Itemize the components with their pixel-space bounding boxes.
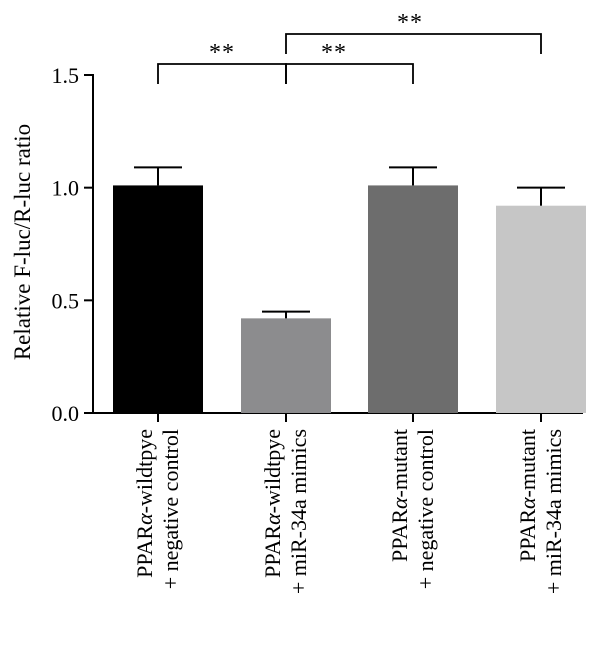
category-label-suffix: -mutant — [387, 429, 412, 497]
category-label-prefix: PPAR — [260, 525, 285, 578]
category-label-greek: α — [515, 497, 540, 509]
x-category-label: PPARα-mutant + miR-34a mimics — [515, 429, 566, 594]
category-label-prefix: PPAR — [132, 525, 157, 578]
category-label-line1: PPARα-wildtpye — [260, 429, 285, 578]
significance-label: ** — [321, 40, 347, 66]
bar — [496, 205, 586, 413]
bar — [113, 185, 203, 413]
y-axis-label: Relative F-luc/R-luc ratio — [10, 124, 35, 360]
category-label-line2: + negative control — [158, 429, 183, 589]
significance-label: ** — [397, 10, 423, 36]
y-tick-label: 0.5 — [52, 288, 80, 313]
significance-bracket — [157, 63, 287, 84]
category-label-line1: PPARα-mutant — [387, 429, 412, 562]
category-label-line2: + negative control — [413, 429, 438, 589]
significance-bracket — [285, 33, 542, 54]
category-label-line2: + miR-34a mimics — [286, 429, 311, 594]
category-label-greek: α — [387, 497, 412, 509]
x-category-label: PPARα-mutant + negative control — [387, 429, 438, 589]
category-label-greek: α — [260, 513, 285, 525]
y-tick-label: 1.0 — [52, 176, 80, 201]
y-tick-label: 1.5 — [52, 63, 80, 88]
x-category-label: PPARα-wildtpye + negative control — [132, 429, 183, 589]
significance-bracket — [285, 63, 414, 84]
x-category-label: PPARα-wildtpye + miR-34a mimics — [260, 429, 311, 594]
category-label-suffix: -mutant — [515, 429, 540, 497]
category-label-line1: PPARα-wildtpye — [132, 429, 157, 578]
y-tick-label: 0.0 — [52, 401, 80, 426]
category-label-greek: α — [132, 513, 157, 525]
bar — [241, 318, 331, 413]
category-label-prefix: PPAR — [387, 509, 412, 562]
category-label-prefix: PPAR — [515, 509, 540, 562]
category-label-suffix: -wildtpye — [260, 429, 285, 513]
category-label-line1: PPARα-mutant — [515, 429, 540, 562]
category-label-line2: + miR-34a mimics — [541, 429, 566, 594]
significance-label: ** — [209, 40, 235, 66]
category-label-suffix: -wildtpye — [132, 429, 157, 513]
bar — [368, 185, 458, 413]
